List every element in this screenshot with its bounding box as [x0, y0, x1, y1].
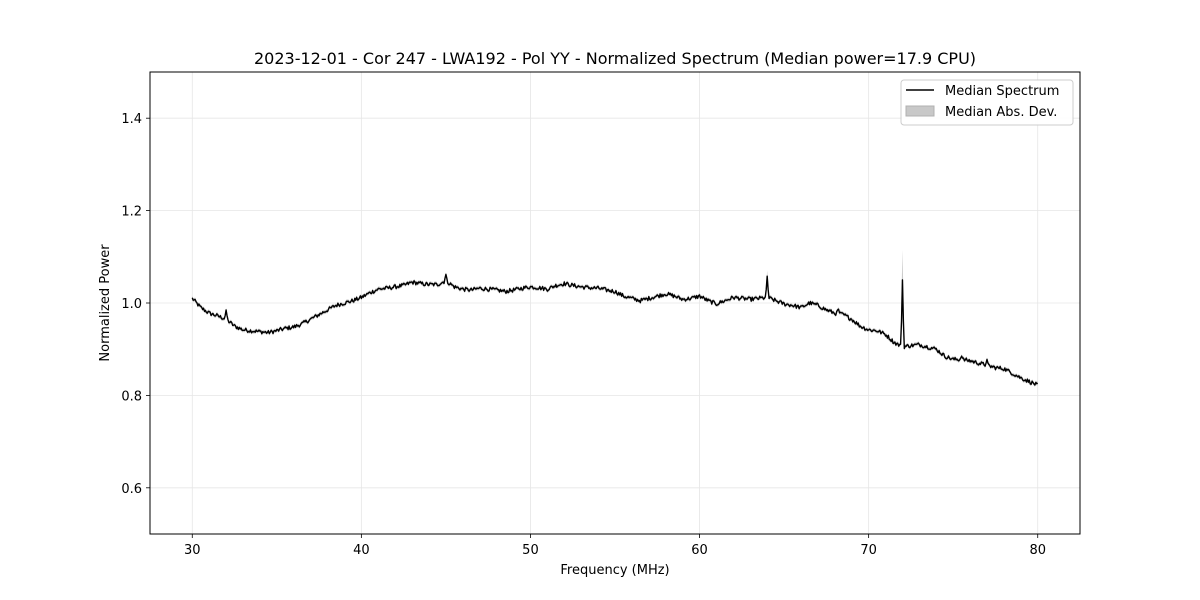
axis-ticks: 30 40 50 60 70 80 0.6 0.8 1.0 1.2 1.4 [121, 112, 1046, 558]
x-tick-label: 80 [1029, 543, 1046, 558]
y-axis-label: Normalized Power [98, 244, 113, 362]
chart-title: 2023-12-01 - Cor 247 - LWA192 - Pol YY -… [254, 49, 976, 68]
median-spectrum-line [191, 273, 1038, 386]
x-tick-label: 50 [522, 543, 539, 558]
x-tick-label: 40 [353, 543, 370, 558]
x-tick-label: 60 [691, 543, 708, 558]
y-tick-label: 1.4 [121, 112, 142, 127]
y-tick-label: 1.0 [121, 297, 142, 312]
x-tick-label: 70 [860, 543, 877, 558]
legend-label-median-spectrum: Median Spectrum [945, 84, 1059, 99]
x-axis-label: Frequency (MHz) [560, 563, 669, 578]
legend-box [900, 79, 1074, 126]
y-tick-label: 0.8 [121, 389, 142, 404]
x-tick-label: 30 [184, 543, 201, 558]
legend-label-median-abs-dev: Median Abs. Dev. [945, 105, 1057, 120]
legend: Median Spectrum Median Abs. Dev. [900, 79, 1074, 126]
median-spectrum-layer [191, 273, 1038, 386]
legend-band-swatch [905, 105, 935, 117]
y-tick-label: 1.2 [121, 205, 142, 220]
y-tick-label: 0.6 [121, 482, 142, 497]
